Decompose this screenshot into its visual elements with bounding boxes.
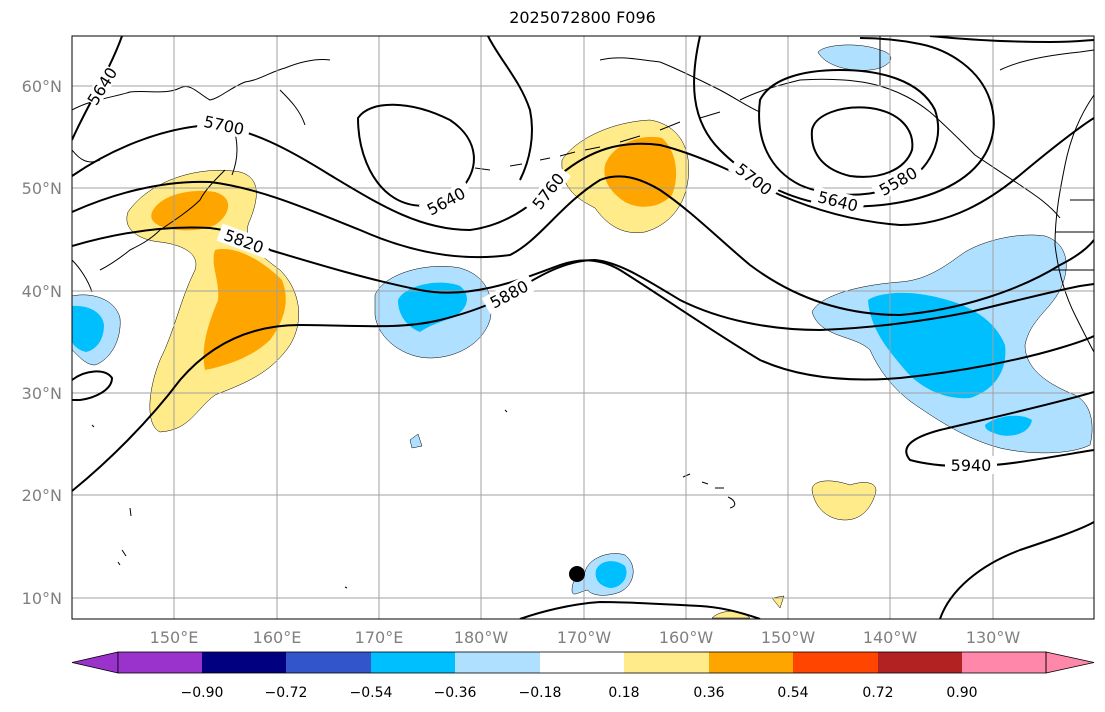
negative-core-central [398,282,467,332]
contour-south-east [939,521,1094,619]
colorbar-extend-low [71,651,119,674]
colorbar-segment [962,652,1046,673]
positive-core-west-north [151,190,229,231]
negative-core-east [868,292,1006,399]
lon-label: 150°E [150,628,199,647]
lat-label: 40°N [22,282,62,301]
contour-south-mid [519,600,761,619]
colorbar-segment [371,652,455,673]
colorbar-tick: −0.54 [350,685,393,701]
storm-marker [569,566,585,582]
contour-5640-loop-right [487,36,533,181]
lon-label: 140°W [863,628,918,647]
contour-5820-cont [269,249,1094,381]
colorbar-segment [540,652,624,673]
lon-label: 180°W [454,628,509,647]
contour-5940 [905,391,1094,468]
coastline-aleutians [474,121,681,171]
contour-5580 [810,106,914,178]
lon-label: 170°E [355,628,404,647]
colorbar-outline [117,651,1047,674]
latitude-labels: 60°N 50°N 40°N 30°N 20°N 10°N [22,77,62,608]
gridlines [72,36,1094,619]
colorbar-tick: −0.36 [434,685,477,701]
lat-label: 20°N [22,486,62,505]
longitude-labels: 150°E 160°E 170°E 180°W 170°W 160°W 150°… [150,628,1021,647]
contour-label: 5940 [951,456,992,475]
colorbar-tick: 0.36 [693,685,724,701]
height-contours [72,36,1094,619]
positive-anomaly-small [771,595,785,609]
colorbar-tick: 0.54 [777,685,808,701]
colorbar-segment [624,652,709,673]
colorbar-segment [118,652,202,673]
lon-label: 160°E [253,628,302,647]
colorbar-tick: 0.90 [946,685,977,701]
negative-core-east-small [985,415,1032,436]
colorbar-ticks: −0.90 −0.72 −0.54 −0.36 −0.18 0.18 0.36 … [181,685,978,701]
coastline-islands [91,409,508,589]
lon-label: 170°W [557,628,612,647]
colorbar-segment [793,652,878,673]
colorbar-segment [202,652,286,673]
negative-core-westedge [72,305,104,352]
lat-label: 10°N [22,589,62,608]
coastlines [72,36,1094,589]
contour-5760-upper-right [929,36,1094,44]
colorbar-tick: 0.72 [862,685,893,701]
colorbar-segment [455,652,540,673]
contour-5760 [72,175,1094,317]
colorbar-segment [286,652,371,673]
coastline-northamerica [1054,94,1094,353]
negative-anomaly-tiny [409,433,423,449]
colorbar-segment [709,652,793,673]
map-frame [71,35,1095,620]
contour-5700 [72,117,1094,232]
positive-core-west-south [203,249,286,370]
coastline-alaska [599,57,1061,219]
lat-label: 50°N [22,179,62,198]
colorbar-tick: −0.90 [181,685,224,701]
contour-5880 [72,258,1094,492]
contour-5640-alaska [758,68,940,196]
contour-sw-loop [72,370,114,401]
map-title: 2025072800 F096 [509,8,656,27]
colorbar-tick: −0.18 [519,685,562,701]
positive-anomaly-west [126,170,299,433]
colorbar [71,651,1095,674]
negative-core-south [595,561,627,588]
lon-label: 130°W [966,628,1021,647]
colorbar-segment [878,652,962,673]
shading-layer [72,44,1093,619]
lat-label: 60°N [22,77,62,96]
lat-label: 30°N [22,384,62,403]
colorbar-tick: −0.72 [265,685,308,701]
contour-label-layer: 5640 5700 5820 5640 5760 5880 5700 5640 … [84,64,997,475]
coastline-kamchatka [279,89,306,126]
coastline-canada [999,49,1094,71]
colorbar-tick: 0.18 [608,685,639,701]
coastline-asia [72,59,331,293]
contour-5700-alaska [693,36,995,208]
colorbar-extend-high [1045,651,1095,674]
lon-label: 150°W [761,628,816,647]
lon-label: 160°W [659,628,714,647]
